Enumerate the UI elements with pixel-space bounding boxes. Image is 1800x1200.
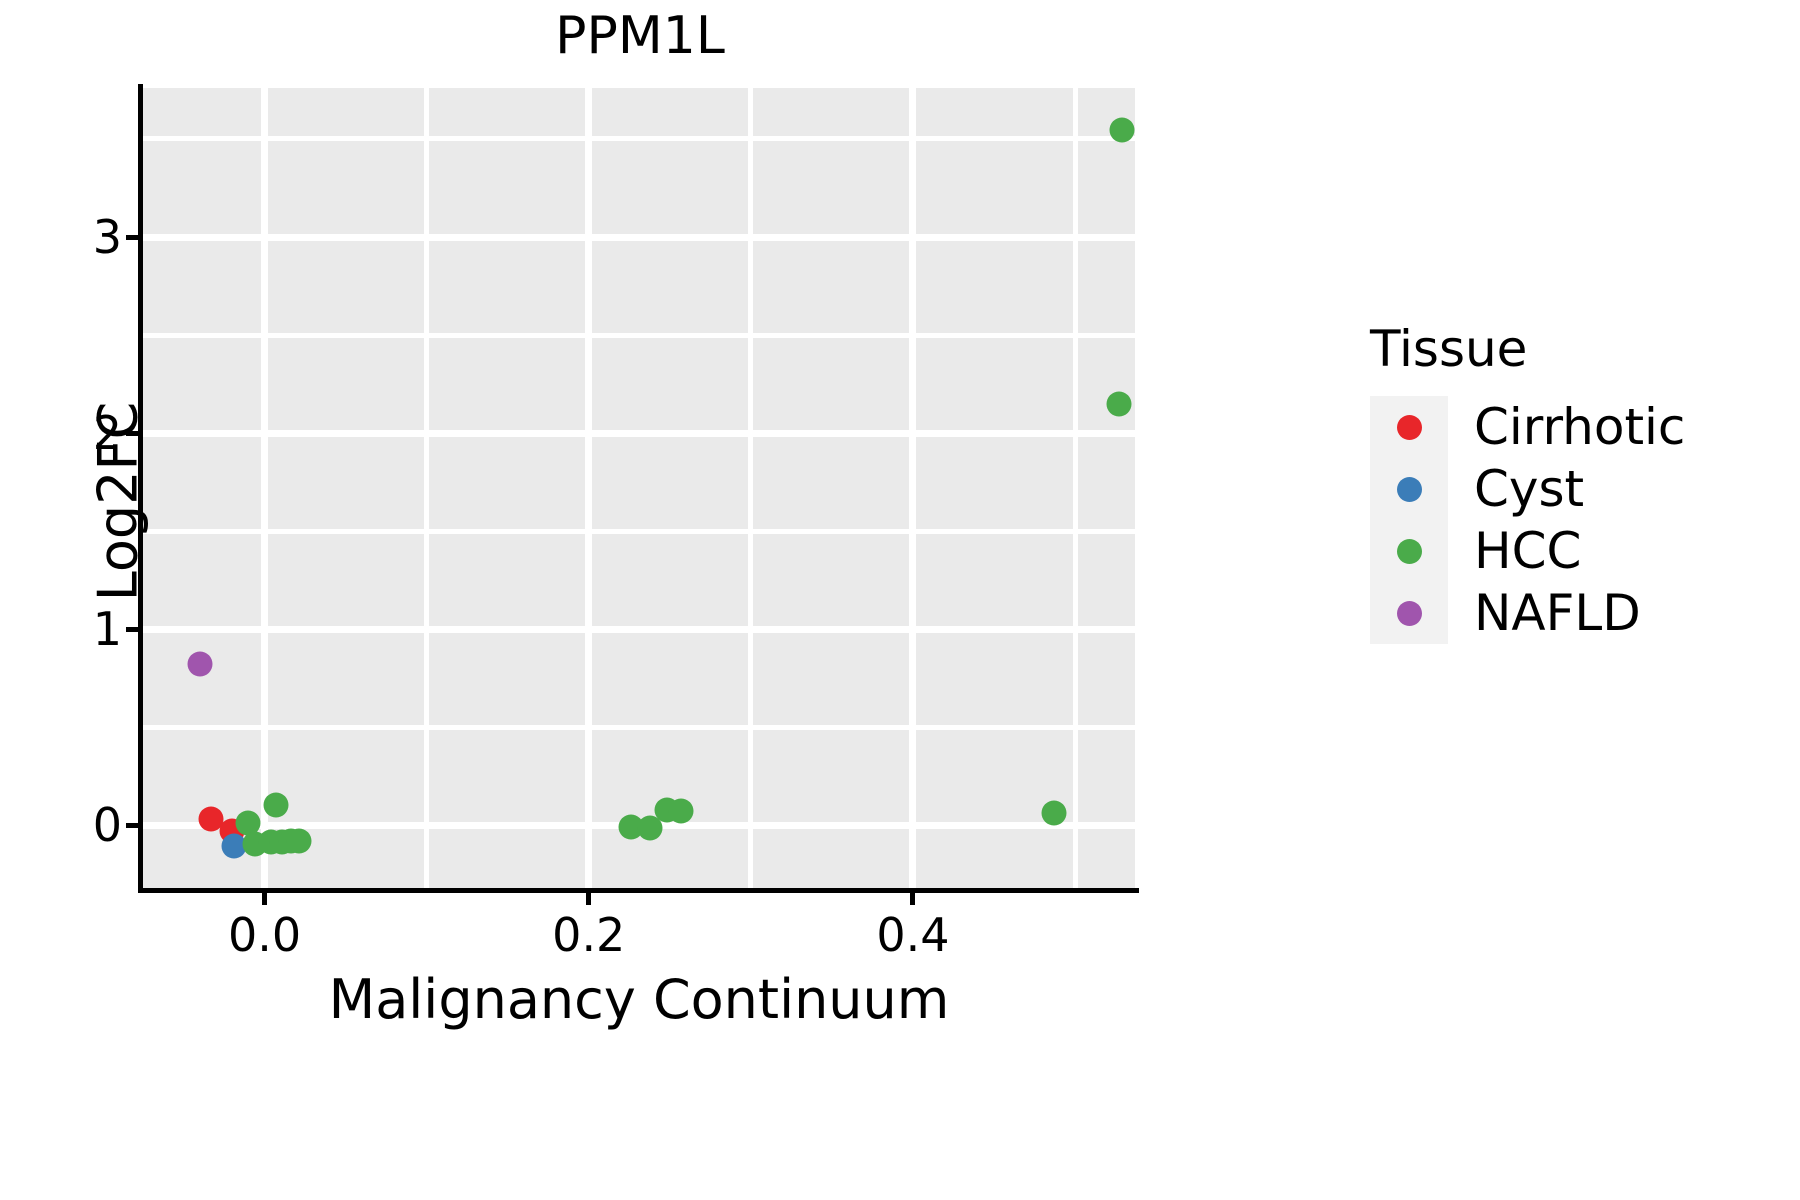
- data-point-cyst: [221, 833, 247, 859]
- y-tick-label: 2: [92, 406, 122, 461]
- x-axis-spine: [138, 888, 1139, 893]
- legend-dot-cirrhotic: [1396, 414, 1422, 440]
- legend-label: NAFLD: [1474, 584, 1641, 642]
- gridline-horizontal-minor: [143, 528, 1135, 534]
- y-tick-mark: [126, 430, 138, 436]
- gridline-vertical-minor: [1072, 88, 1078, 888]
- data-point-hcc: [1041, 800, 1067, 826]
- legend-label: Cyst: [1474, 460, 1585, 518]
- data-point-cirrhotic: [198, 806, 224, 832]
- x-tick-label: 0.0: [227, 908, 302, 962]
- x-tick-label: 0.4: [876, 908, 950, 962]
- x-axis-label: Malignancy Continuum: [328, 968, 950, 1031]
- legend-marker-icon: [1370, 414, 1448, 440]
- legend-label: Cirrhotic: [1474, 398, 1686, 456]
- legend-item-cyst[interactable]: Cyst: [1370, 458, 1685, 520]
- plot-panel: [143, 88, 1135, 888]
- gridline-vertical-minor: [424, 88, 430, 888]
- y-tick-label: 3: [92, 210, 122, 265]
- data-point-hcc: [1106, 391, 1132, 417]
- legend-item-cirrhotic[interactable]: Cirrhotic: [1370, 396, 1685, 458]
- gridline-horizontal-major: [143, 625, 1135, 633]
- gridline-horizontal-major: [143, 429, 1135, 437]
- data-point-hcc: [286, 828, 312, 854]
- legend-dot-nafld: [1396, 600, 1422, 626]
- gridline-horizontal-major: [143, 233, 1135, 241]
- gridline-horizontal-minor: [143, 332, 1135, 338]
- gridline-horizontal-minor: [143, 136, 1135, 142]
- legend-marker-icon: [1370, 600, 1448, 626]
- x-tick-mark: [262, 893, 268, 905]
- legend: Tissue Cirrhotic Cyst HCC NAFLD: [1370, 320, 1685, 644]
- data-point-hcc: [668, 798, 694, 824]
- legend-dot-cyst: [1396, 476, 1422, 502]
- y-tick-mark: [126, 234, 138, 240]
- y-axis-spine: [138, 84, 143, 892]
- y-tick-mark: [126, 822, 138, 828]
- gridline-vertical-minor: [748, 88, 754, 888]
- legend-label: HCC: [1474, 522, 1582, 580]
- legend-marker-icon: [1370, 538, 1448, 564]
- legend-dot-hcc: [1396, 538, 1422, 564]
- y-tick-label: 0: [92, 798, 122, 853]
- page-title: PPM1L: [555, 6, 725, 66]
- gridline-vertical-major: [261, 88, 269, 888]
- legend-item-hcc[interactable]: HCC: [1370, 520, 1685, 582]
- legend-marker-icon: [1370, 476, 1448, 502]
- legend-title: Tissue: [1370, 320, 1528, 378]
- legend-items: Cirrhotic Cyst HCC NAFLD: [1370, 396, 1685, 644]
- y-axis-label: Log2FC: [86, 401, 150, 602]
- y-tick-label: 1: [92, 602, 122, 657]
- gridline-vertical-major: [909, 88, 917, 888]
- data-point-hcc: [1109, 117, 1135, 143]
- data-point-hcc: [263, 792, 289, 818]
- legend-item-nafld[interactable]: NAFLD: [1370, 582, 1685, 644]
- gridline-horizontal-minor: [143, 724, 1135, 730]
- y-tick-mark: [126, 626, 138, 632]
- x-tick-mark: [586, 893, 592, 905]
- x-tick-mark: [910, 893, 916, 905]
- x-tick-label: 0.2: [552, 908, 626, 962]
- gridline-vertical-major: [585, 88, 593, 888]
- data-point-nafld: [187, 651, 213, 677]
